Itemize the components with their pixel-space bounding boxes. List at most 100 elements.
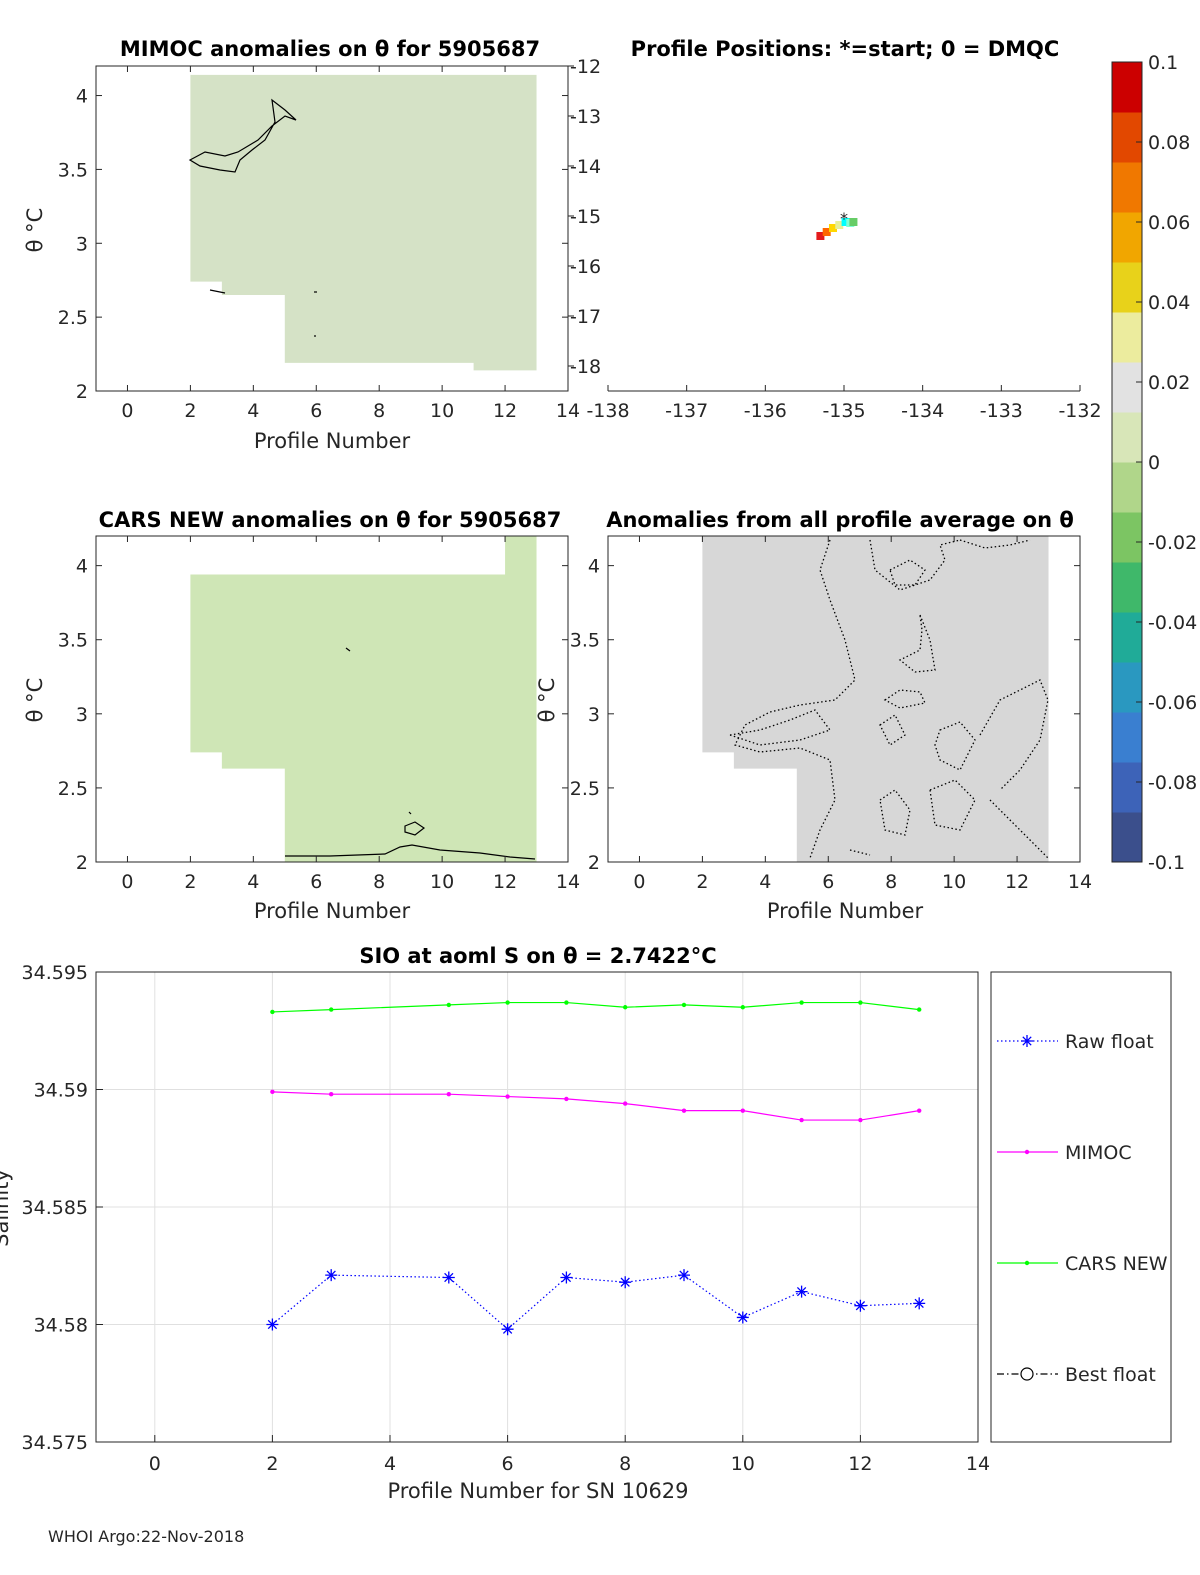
colorbar-cell [1112, 812, 1142, 863]
x-tick-label: -136 [744, 400, 787, 422]
x-tick-label: 10 [942, 871, 966, 893]
series-marker [505, 1094, 510, 1099]
average-panel-title: Anomalies from all profile average on θ [606, 508, 1074, 532]
mimoc-panel-title: MIMOC anomalies on θ for 5905687 [120, 37, 540, 61]
mimoc-ylabel: θ °C [23, 208, 47, 253]
series-marker [917, 1007, 922, 1012]
colorbar-tick-label: 0 [1148, 452, 1160, 474]
cars-contour [345, 647, 351, 652]
cars-anomaly-panel: CARS NEW anomalies on θ for 5905687 0 2 4 6… [23, 508, 580, 923]
colorbar-tick-label: 0.06 [1148, 212, 1190, 234]
y-tick-label: 2.5 [570, 778, 600, 800]
colorbar-tick-label: 0.1 [1148, 52, 1178, 74]
series-marker [1021, 1035, 1033, 1047]
series-marker [505, 1000, 510, 1005]
series-marker [560, 1271, 573, 1284]
series-marker [270, 1009, 275, 1015]
y-tick-label: 3.5 [570, 630, 600, 652]
colorbar-cell [1112, 162, 1142, 213]
x-tick-label: 4 [247, 871, 259, 893]
y-tick-label: -12 [570, 56, 601, 78]
salinity-ylabel: Salinity [0, 1169, 13, 1247]
profile-position-marker [828, 224, 837, 232]
y-tick-label: 2 [588, 852, 600, 874]
average-ylabel: θ °C [535, 678, 559, 723]
colorbar-cell [1112, 712, 1142, 763]
series-marker [564, 1096, 569, 1102]
y-tick-label: 2.5 [58, 307, 88, 329]
mimoc-anomaly-field [190, 74, 537, 371]
x-tick-label: 2 [184, 400, 196, 422]
salinity-xlabel: Profile Number for SN 10629 [387, 1479, 688, 1503]
x-tick-label: 14 [556, 400, 580, 422]
x-tick-label: 14 [556, 871, 580, 893]
y-tick-label: 3 [76, 704, 88, 726]
y-tick-label: 3 [588, 704, 600, 726]
series-marker [266, 1318, 279, 1331]
series-marker [325, 1269, 338, 1282]
x-tick-label: 6 [822, 871, 834, 893]
start-marker: * [840, 209, 848, 228]
series-marker [799, 1000, 804, 1005]
legend: Raw float MIMOC CARS NEW Best float [997, 1031, 1168, 1386]
colorbar-cell [1112, 112, 1142, 163]
y-tick-label: 4 [76, 556, 88, 578]
series-marker [619, 1276, 632, 1289]
profile-position-marker [835, 221, 844, 229]
series-marker [501, 1323, 514, 1336]
colorbar-cell [1112, 62, 1142, 113]
series-marker [795, 1285, 808, 1298]
x-tick-label: 2 [696, 871, 708, 893]
x-tick-label: 4 [384, 1453, 396, 1475]
series-marker [623, 1005, 628, 1010]
series-marker [564, 1000, 569, 1005]
profile-position-marker [822, 228, 831, 236]
x-tick-label: 2 [184, 871, 196, 893]
series-line [272, 1091, 920, 1121]
y-tick-label: 34.58 [34, 1315, 88, 1337]
series-marker [799, 1117, 804, 1123]
series-marker [740, 1108, 745, 1113]
profile-average-anomaly-panel: Anomalies from all profile average on θ … [535, 508, 1092, 923]
x-tick-label: 8 [885, 871, 897, 893]
cars-xlabel: Profile Number [254, 899, 411, 923]
x-tick-label: 10 [430, 871, 454, 893]
salinity-series-panel: SIO at aoml S on θ = 2.7422°C 0 2 4 6 8 10 12 1… [0, 944, 1172, 1503]
mimoc-xlabel: Profile Number [254, 429, 411, 453]
legend-label: Best float [1065, 1364, 1156, 1386]
x-tick-label: 2 [266, 1453, 278, 1475]
y-tick-label: 34.585 [22, 1197, 88, 1219]
colorbar-tick-label: -0.02 [1148, 532, 1197, 554]
y-tick-label: 3.5 [58, 630, 88, 652]
profile-position-marker [849, 218, 858, 226]
cars-contour [408, 811, 412, 815]
mimoc-contour [188, 98, 297, 173]
x-tick-label: 12 [493, 871, 517, 893]
average-anomaly-field [702, 536, 1049, 862]
colorbar-cell [1112, 562, 1142, 613]
series-marker [858, 1117, 863, 1123]
x-tick-label: 8 [373, 400, 385, 422]
y-tick-label: 34.575 [22, 1432, 88, 1454]
y-tick-label: 2 [76, 852, 88, 874]
y-tick-label: -17 [570, 306, 601, 328]
colorbar-cell [1112, 612, 1142, 663]
x-tick-label: 14 [966, 1453, 990, 1475]
legend-label: Raw float [1065, 1031, 1154, 1053]
colorbar-cell [1112, 762, 1142, 813]
axes-frame [607, 535, 1081, 863]
x-tick-label: 6 [310, 871, 322, 893]
y-tick-label: 34.59 [34, 1080, 88, 1102]
mimoc-anomaly-panel: MIMOC anomalies on θ for 5905687 0 2 4 6 8 10… [23, 37, 580, 453]
series-marker [442, 1271, 455, 1284]
series-marker [446, 1092, 451, 1097]
y-tick-label: 2.5 [58, 778, 88, 800]
x-tick-label: 8 [373, 871, 385, 893]
cars-contour [285, 844, 536, 860]
y-tick-label: -16 [570, 256, 601, 278]
colorbar-cell [1112, 212, 1142, 263]
y-tick-label: -13 [570, 106, 601, 128]
series-marker [736, 1311, 749, 1324]
cars-contour [404, 821, 426, 836]
y-tick-label: 3 [76, 233, 88, 255]
